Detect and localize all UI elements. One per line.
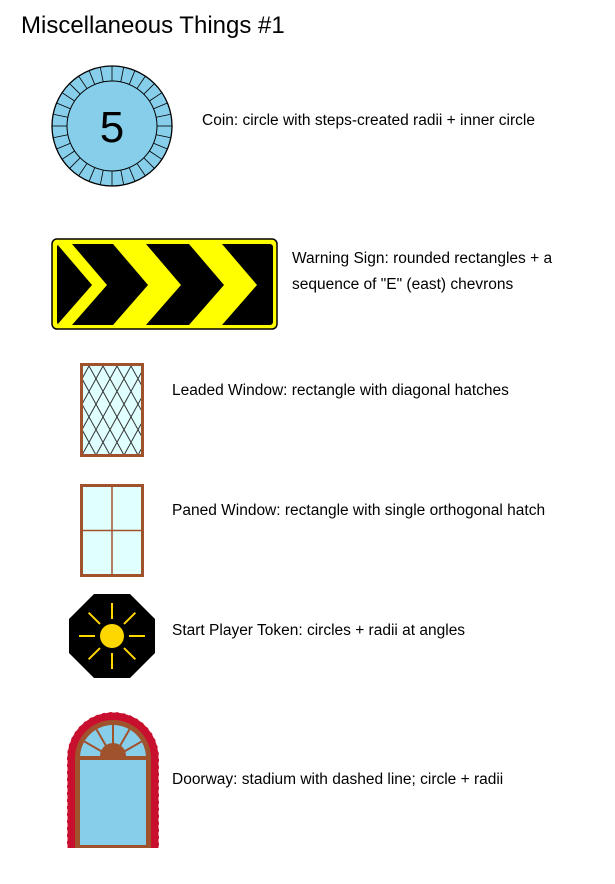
chevron-1 xyxy=(57,244,107,325)
warning-sign-caption: Warning Sign: rounded rectangles + a seq… xyxy=(292,246,552,298)
coin-value: 5 xyxy=(100,103,124,152)
paned-window-caption: Paned Window: rectangle with single orth… xyxy=(172,502,546,519)
chevron-2 xyxy=(113,244,181,325)
chevron-3 xyxy=(189,244,257,325)
start-token-caption: Start Player Token: circles + radii at a… xyxy=(172,622,466,639)
page-title: Miscellaneous Things #1 xyxy=(21,12,285,39)
warning-sign-caption-line-2: sequence of "E" (east) chevrons xyxy=(292,276,514,293)
leaded-window-caption: Leaded Window: rectangle with diagonal h… xyxy=(172,382,509,399)
warning-sign-caption-line-1: Warning Sign: rounded rectangles + a xyxy=(292,250,553,267)
coin-caption: Coin: circle with steps-created radii + … xyxy=(202,112,535,129)
doorway-caption: Doorway: stadium with dashed line; circl… xyxy=(172,771,504,788)
